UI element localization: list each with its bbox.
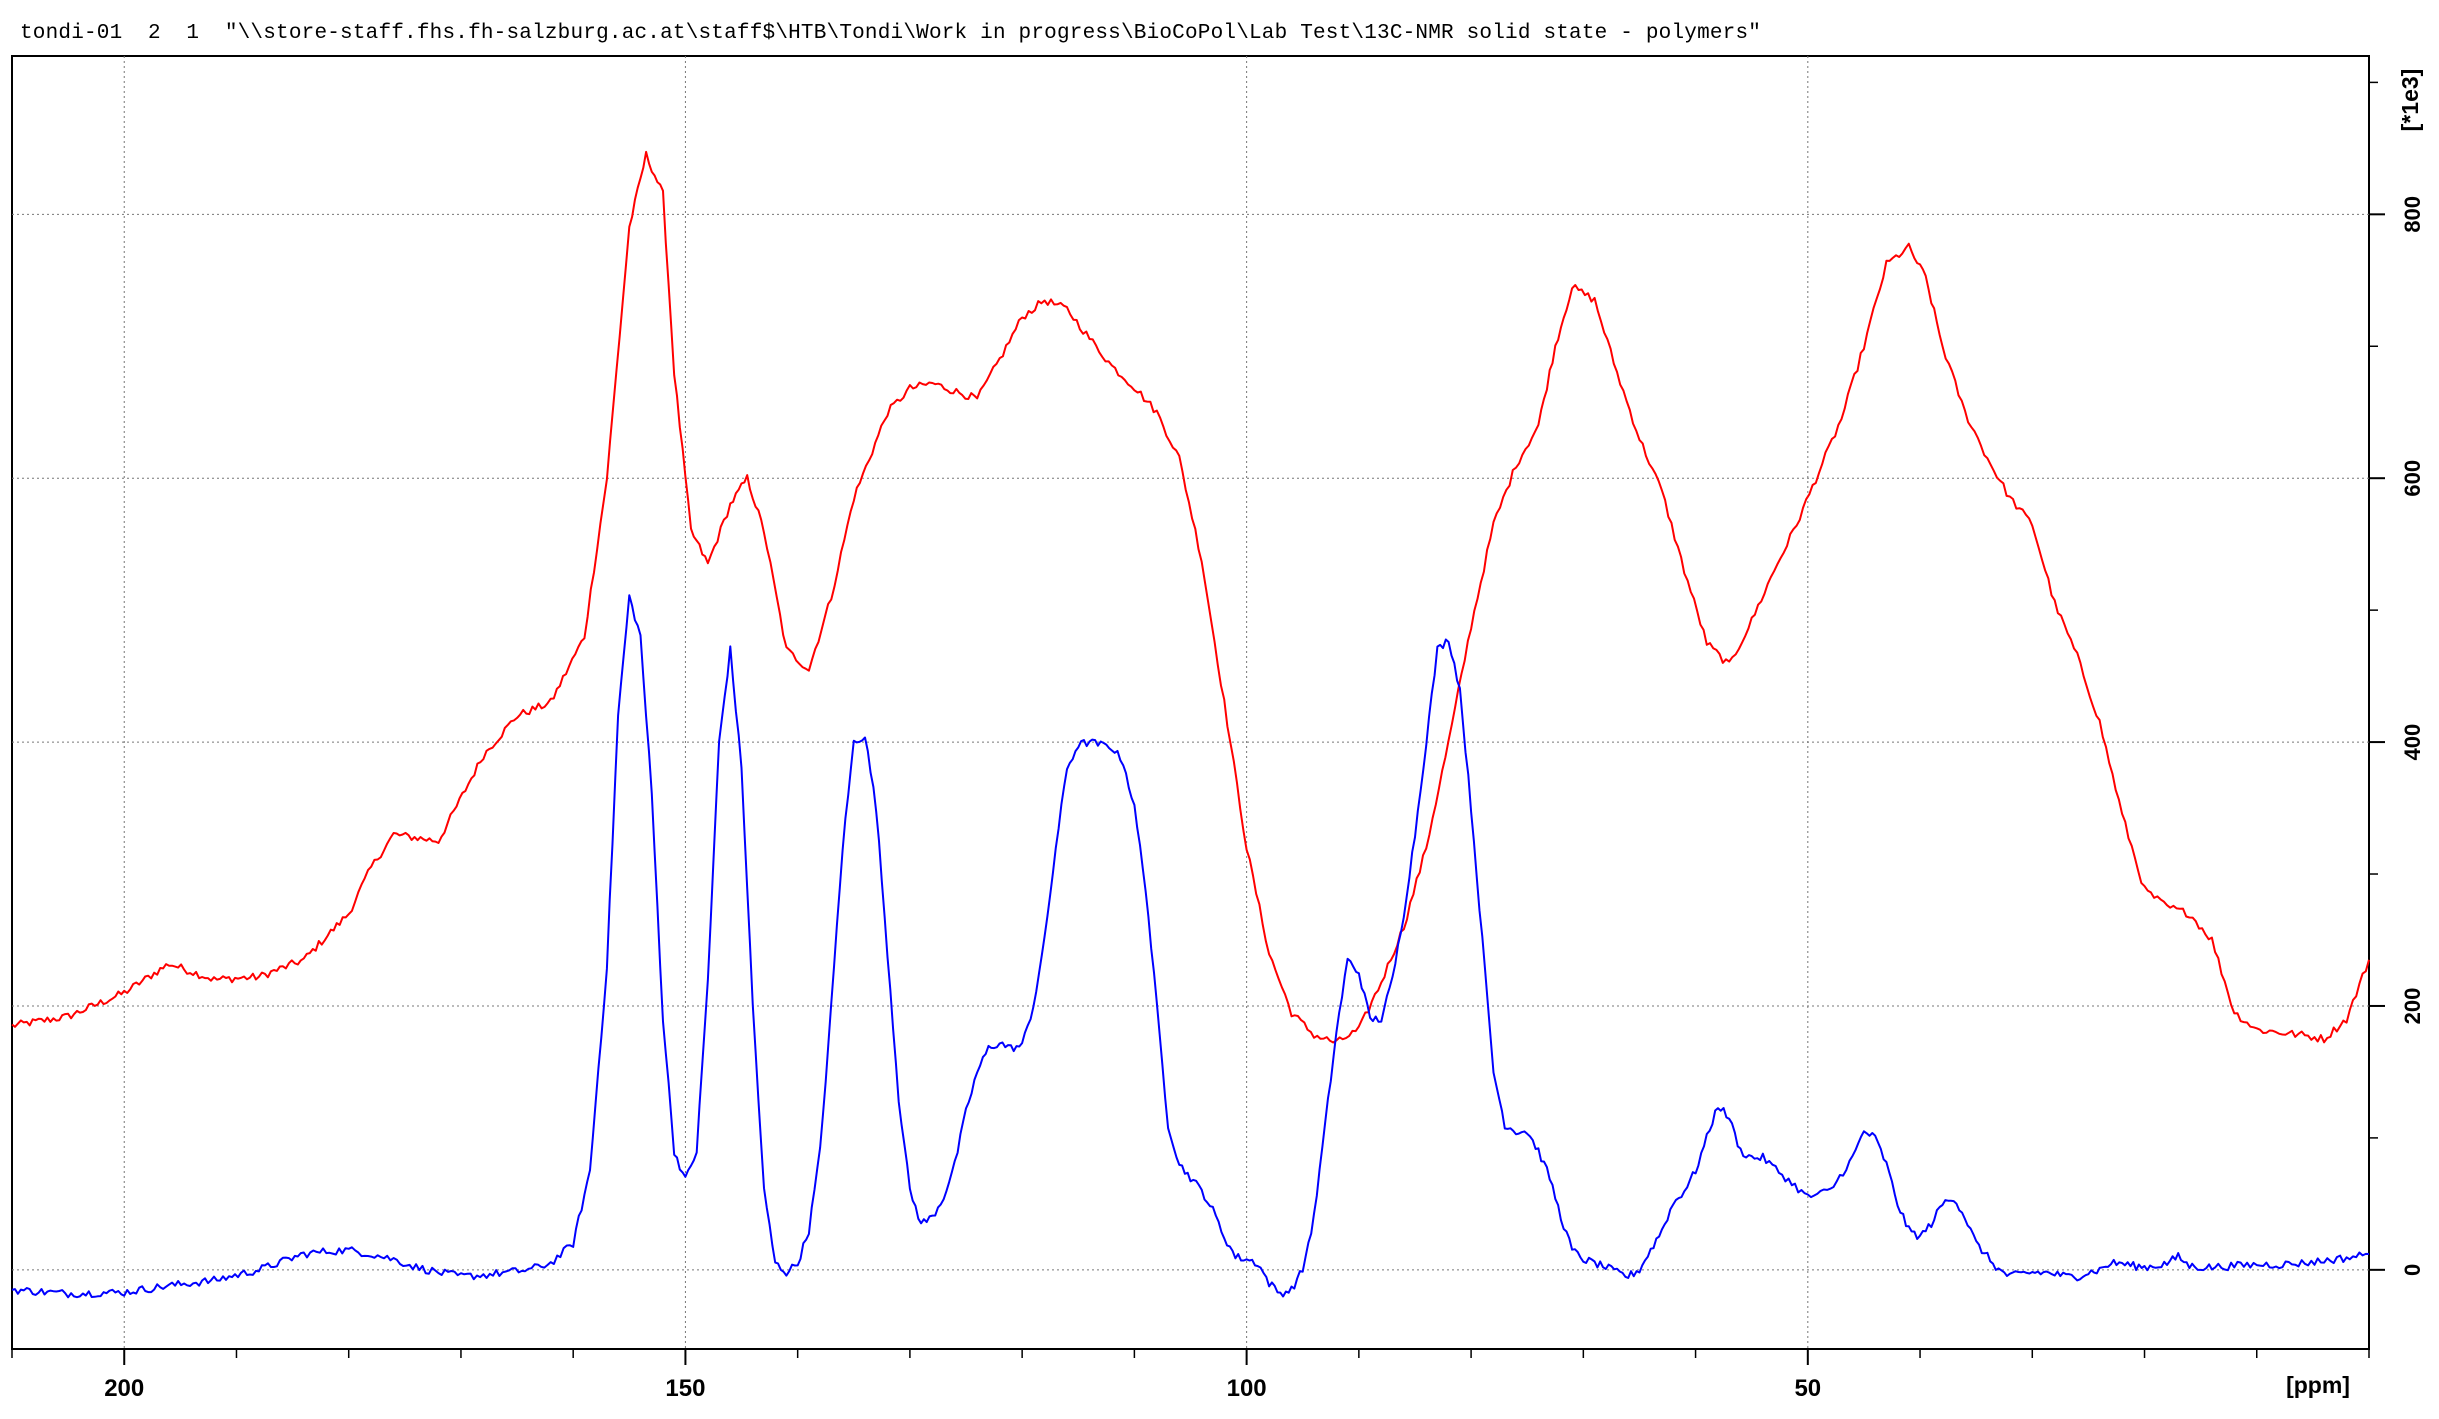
series-line-blue	[11, 594, 2370, 1299]
y-tick-label: 400	[2400, 724, 2425, 761]
plot-frame	[11, 55, 2370, 1350]
series-layer	[11, 150, 2370, 1299]
y-tick-label: 0	[2400, 1264, 2425, 1276]
grid-lines	[12, 56, 2369, 1349]
y-tick-label: 800	[2400, 196, 2425, 233]
axes: 200 150 100 50 0 200 400 600 800	[11, 81, 2425, 1402]
y-tick-label: 600	[2400, 460, 2425, 497]
y-tick-label: 200	[2400, 988, 2425, 1025]
spectrum-file-path-header: tondi-01 2 1 "\\store-staff.fhs.fh-salzb…	[20, 22, 1762, 45]
y-axis-unit-label: [*1e3]	[2397, 69, 2423, 132]
series-line-red	[11, 150, 2370, 1044]
x-axis-unit-label: [ppm]	[2286, 1372, 2350, 1398]
x-tick-label: 50	[1794, 1375, 1821, 1402]
x-tick-label: 150	[665, 1375, 705, 1402]
x-tick-label: 200	[104, 1375, 144, 1402]
x-tick-label: 100	[1227, 1375, 1267, 1402]
